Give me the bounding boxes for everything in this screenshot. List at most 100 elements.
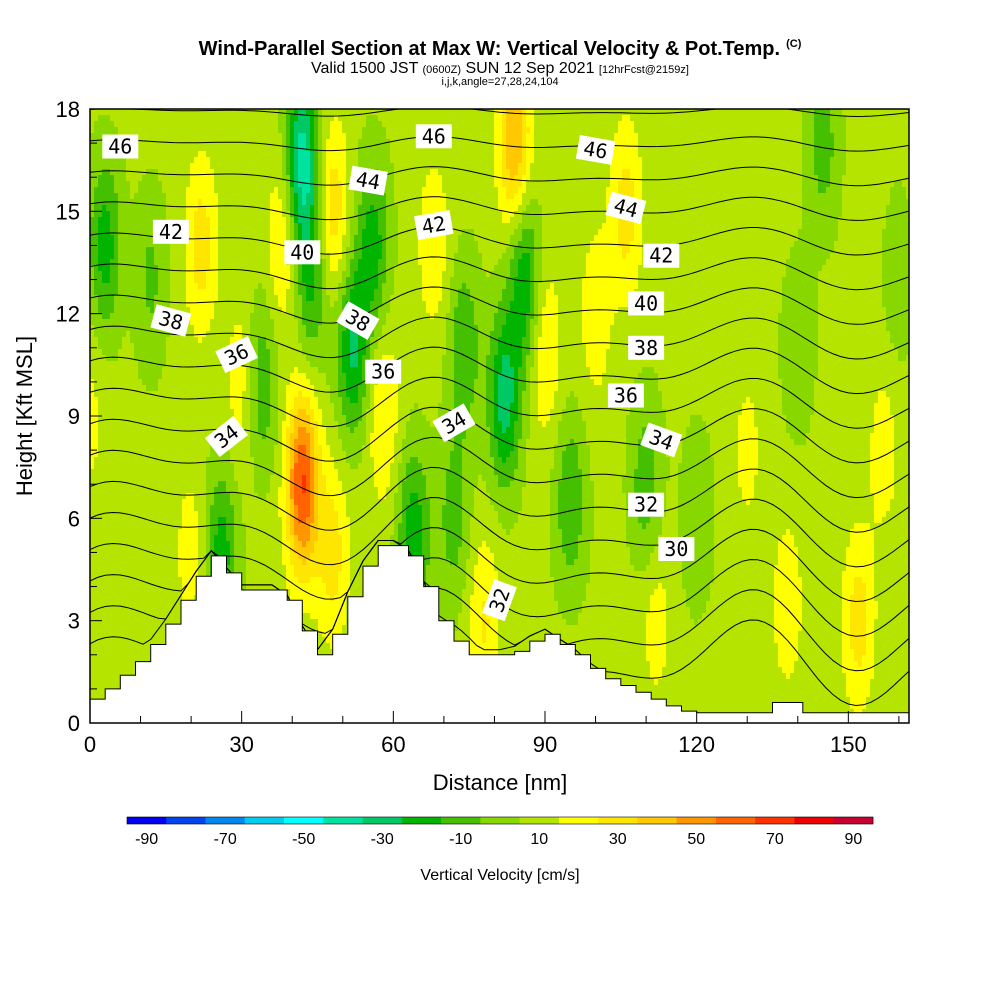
- heatmap-cell: [122, 463, 127, 470]
- heatmap-cell: [238, 187, 243, 194]
- heatmap-cell: [206, 163, 211, 170]
- heatmap-cell: [158, 115, 163, 122]
- heatmap-cell: [98, 439, 103, 446]
- heatmap-cell: [170, 199, 175, 206]
- heatmap-cell: [182, 517, 187, 524]
- heatmap-cell: [186, 247, 191, 254]
- heatmap-cell: [238, 151, 243, 158]
- heatmap-cell: [210, 421, 215, 428]
- heatmap-cell: [270, 289, 275, 296]
- heatmap-cell: [186, 211, 191, 218]
- heatmap-cell: [190, 433, 195, 440]
- heatmap-cell: [262, 409, 267, 416]
- heatmap-cell: [174, 259, 179, 266]
- heatmap-cell: [122, 409, 127, 416]
- heatmap-cell: [282, 289, 287, 296]
- heatmap-cell: [98, 193, 103, 200]
- heatmap-cell: [102, 529, 107, 536]
- heatmap-cell: [114, 337, 119, 344]
- heatmap-cell: [118, 583, 123, 590]
- heatmap-cell: [118, 115, 123, 122]
- heatmap-cell: [134, 463, 139, 470]
- heatmap-cell: [202, 127, 207, 134]
- heatmap-cell: [94, 163, 99, 170]
- heatmap-cell: [134, 283, 139, 290]
- heatmap-cell: [230, 325, 235, 332]
- heatmap-cell: [122, 553, 127, 560]
- heatmap-cell: [206, 259, 211, 266]
- heatmap-cell: [134, 193, 139, 200]
- heatmap-cell: [278, 427, 283, 434]
- heatmap-cell: [206, 529, 211, 536]
- heatmap-cell: [222, 187, 227, 194]
- heatmap-cell: [126, 349, 131, 356]
- heatmap-cell: [206, 385, 211, 392]
- heatmap-cell: [238, 211, 243, 218]
- heatmap-cell: [178, 451, 183, 458]
- heatmap-cell: [114, 127, 119, 134]
- heatmap-cell: [254, 385, 259, 392]
- heatmap-cell: [94, 457, 99, 464]
- heatmap-cell: [142, 499, 147, 506]
- heatmap-cell: [162, 349, 167, 356]
- heatmap-cell: [142, 373, 147, 380]
- heatmap-cell: [182, 253, 187, 260]
- heatmap-cell: [102, 649, 107, 656]
- heatmap-cell: [278, 577, 283, 584]
- heatmap-cell: [222, 529, 227, 536]
- heatmap-cell: [142, 385, 147, 392]
- heatmap-cell: [262, 247, 267, 254]
- heatmap-cell: [250, 379, 255, 386]
- heatmap-cell: [134, 589, 139, 596]
- heatmap-cell: [150, 337, 155, 344]
- heatmap-cell: [142, 181, 147, 188]
- heatmap-cell: [102, 337, 107, 344]
- heatmap-cell: [186, 451, 191, 458]
- heatmap-cell: [246, 463, 251, 470]
- heatmap-cell: [246, 121, 251, 128]
- heatmap-cell: [134, 493, 139, 500]
- heatmap-cell: [190, 295, 195, 302]
- heatmap-cell: [142, 403, 147, 410]
- heatmap-cell: [114, 619, 119, 626]
- heatmap-cell: [174, 349, 179, 356]
- heatmap-cell: [226, 265, 231, 272]
- heatmap-cell: [258, 295, 263, 302]
- heatmap-cell: [106, 331, 111, 338]
- heatmap-cell: [154, 559, 159, 566]
- heatmap-cell: [182, 127, 187, 134]
- heatmap-cell: [222, 247, 227, 254]
- heatmap-cell: [134, 109, 139, 116]
- heatmap-cell: [114, 205, 119, 212]
- heatmap-cell: [186, 535, 191, 542]
- heatmap-cell: [118, 631, 123, 638]
- heatmap-cell: [254, 325, 259, 332]
- heatmap-cell: [182, 439, 187, 446]
- heatmap-cell: [158, 187, 163, 194]
- heatmap-cell: [218, 517, 223, 524]
- heatmap-cell: [234, 325, 239, 332]
- heatmap-cell: [266, 319, 271, 326]
- heatmap-cell: [114, 613, 119, 620]
- heatmap-cell: [146, 367, 151, 374]
- heatmap-cell: [210, 361, 215, 368]
- heatmap-cell: [254, 361, 259, 368]
- heatmap-cell: [254, 289, 259, 296]
- heatmap-cell: [230, 235, 235, 242]
- heatmap-cell: [206, 379, 211, 386]
- heatmap-cell: [154, 127, 159, 134]
- heatmap-cell: [206, 367, 211, 374]
- heatmap-cell: [154, 415, 159, 422]
- heatmap-cell: [234, 181, 239, 188]
- heatmap-cell: [218, 121, 223, 128]
- heatmap-cell: [154, 337, 159, 344]
- heatmap-cell: [102, 499, 107, 506]
- heatmap-cell: [142, 445, 147, 452]
- heatmap-cell: [182, 505, 187, 512]
- heatmap-cell: [170, 355, 175, 362]
- heatmap-cell: [146, 655, 151, 662]
- heatmap-cell: [190, 211, 195, 218]
- heatmap-cell: [242, 565, 247, 572]
- heatmap-cell: [178, 565, 183, 572]
- heatmap-cell: [214, 421, 219, 428]
